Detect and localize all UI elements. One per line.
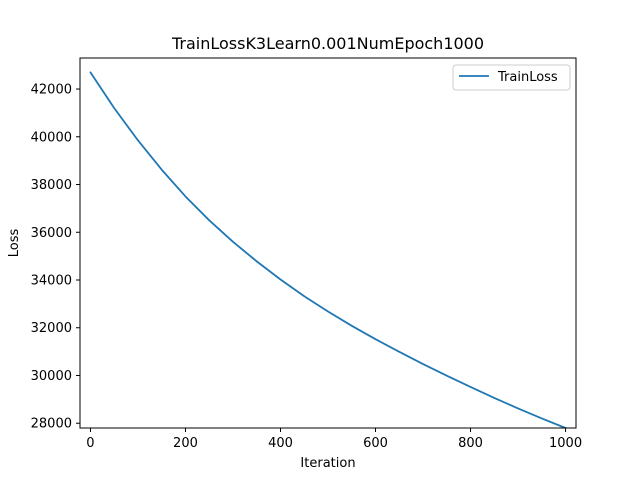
x-tick-label: 200	[173, 436, 198, 451]
x-tick-label: 1000	[549, 436, 582, 451]
x-tick-label: 800	[458, 436, 483, 451]
axes-frame	[79, 57, 577, 429]
legend-label-trainloss: TrainLoss	[497, 70, 558, 85]
x-tick-label: 0	[86, 436, 94, 451]
y-tick-label: 34000	[31, 274, 72, 289]
series-line-trainloss	[89, 71, 567, 429]
legend-box	[452, 64, 571, 91]
x-tick-label: 600	[363, 436, 388, 451]
x-axis-label: Iteration	[300, 456, 355, 471]
x-axis-ticks: 0 200 400 600 800 1000	[86, 428, 582, 451]
y-axis-ticks: 28000 30000 32000 34000 36000 38000 40000 42000	[31, 83, 80, 432]
y-tick-label: 42000	[31, 83, 72, 98]
chart-title: TrainLossK3Learn0.001NumEpoch1000	[171, 34, 484, 53]
y-tick-label: 40000	[31, 130, 72, 145]
plot-area	[80, 58, 576, 428]
y-tick-label: 38000	[31, 178, 72, 193]
y-tick-label: 32000	[31, 321, 72, 336]
x-tick-label: 400	[268, 436, 293, 451]
y-tick-label: 28000	[31, 417, 72, 432]
y-axis-label: Loss	[7, 229, 22, 258]
legend: TrainLoss	[452, 64, 571, 91]
y-tick-label: 36000	[31, 226, 72, 241]
y-tick-label: 30000	[31, 369, 72, 384]
